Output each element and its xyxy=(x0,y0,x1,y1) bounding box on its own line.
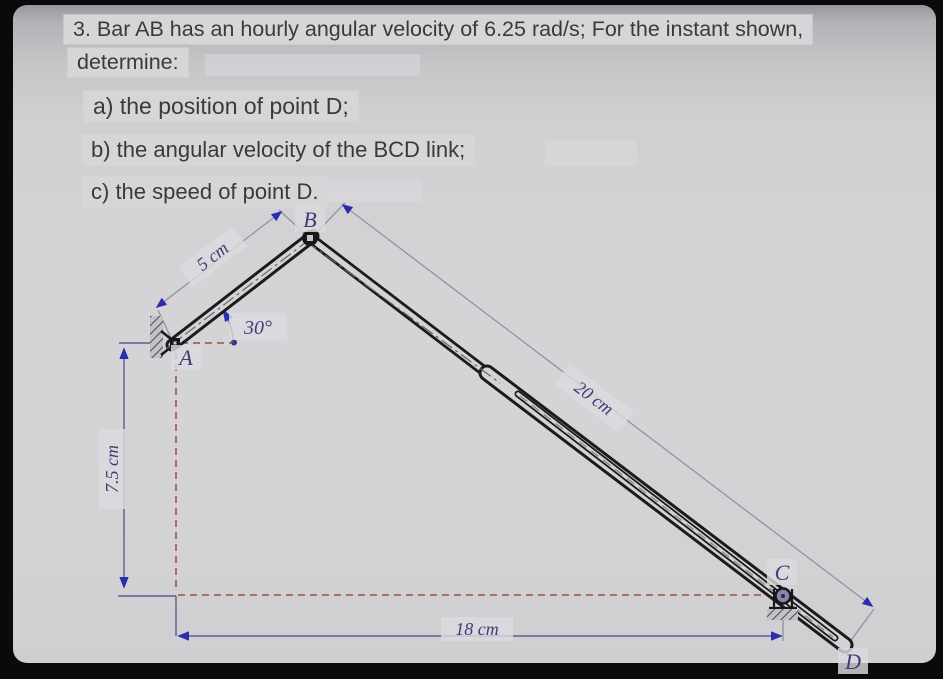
dim-20cm-ext-d xyxy=(848,608,875,644)
label-30deg-text: 30° xyxy=(243,317,272,339)
problem-item-a-text: a) the position of point D; xyxy=(84,91,358,122)
pin-b xyxy=(302,230,318,246)
label-d-text: D xyxy=(844,649,861,674)
pin-c-support xyxy=(767,589,798,620)
pin-a xyxy=(170,338,180,348)
problem-item-c-text: c) the speed of point D. xyxy=(82,177,328,207)
label-d: D xyxy=(838,648,868,674)
problem-item-c: c) the speed of point D. xyxy=(82,177,328,207)
bar-bcd-centerline-slot xyxy=(519,395,834,638)
bar-ab xyxy=(165,229,320,352)
bar-bcd xyxy=(304,232,854,654)
construction-lines xyxy=(175,342,774,596)
label-b: B xyxy=(295,206,325,232)
label-c-text: C xyxy=(775,560,790,585)
label-18cm-text: 18 cm xyxy=(455,619,499,639)
problem-item-b-text: b) the angular velocity of the BCD link; xyxy=(82,135,475,165)
bar-bcd-centerline-rod xyxy=(305,240,501,384)
label-7-5cm: 7.5 cm xyxy=(98,429,125,509)
label-c: C xyxy=(767,559,797,585)
dim-7-5cm xyxy=(118,342,177,636)
label-a-text: A xyxy=(177,345,193,370)
label-7-5cm-text: 7.5 cm xyxy=(102,445,122,493)
label-b-text: B xyxy=(303,207,316,232)
label-5cm: 5 cm xyxy=(178,225,248,288)
label-18cm: 18 cm xyxy=(441,617,513,641)
problem-title-line1: 3. Bar AB has an hourly angular velocity… xyxy=(64,15,813,44)
label-a: A xyxy=(171,345,201,370)
ghost-highlight xyxy=(310,180,422,202)
problem-item-b: b) the angular velocity of the BCD link; xyxy=(82,135,475,165)
label-20cm: 20 cm xyxy=(554,363,634,433)
problem-title-line2-text: determine: xyxy=(68,48,188,77)
problem-title-line1-text: 3. Bar AB has an hourly angular velocity… xyxy=(64,15,813,44)
ghost-highlight xyxy=(205,54,420,76)
ghost-highlight xyxy=(545,140,637,166)
problem-title-line2: determine: xyxy=(68,48,188,77)
wall-hatch xyxy=(150,316,163,358)
problem-item-a: a) the position of point D; xyxy=(84,91,358,122)
dim-5cm-ext-a xyxy=(157,309,172,339)
angle-vertex-dot xyxy=(231,339,237,346)
label-30deg: 30° xyxy=(229,313,287,340)
pin-c-hatch xyxy=(767,609,798,620)
pin-c xyxy=(774,587,792,605)
bar-ab-centerline xyxy=(165,232,319,350)
